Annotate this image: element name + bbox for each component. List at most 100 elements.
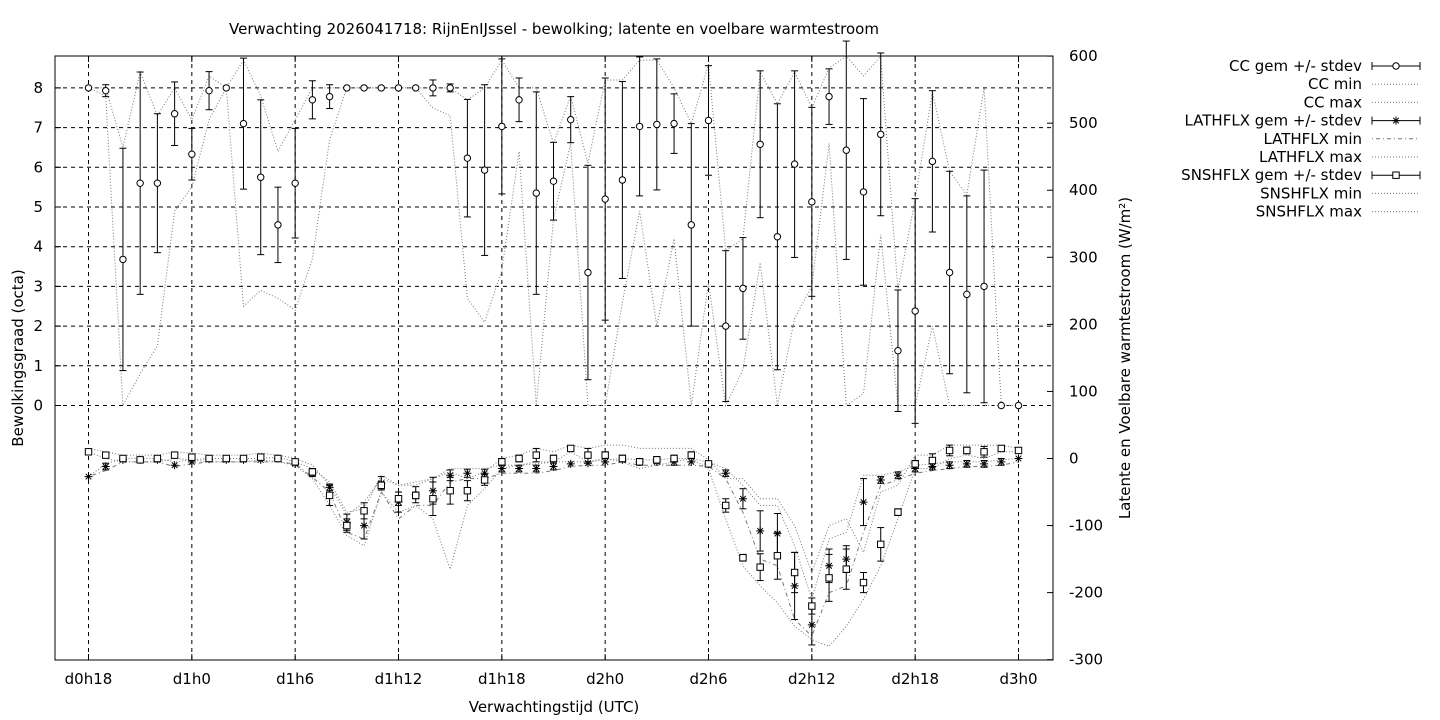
x-tick-label: d1h0 — [173, 670, 211, 688]
y2-tick-label: -200 — [1069, 584, 1103, 602]
snshflx-mean-point — [1014, 446, 1023, 455]
plot-frame — [54, 55, 1054, 661]
cc-mean-point — [911, 307, 919, 315]
snshflx-mean-point — [153, 454, 162, 463]
y2-tick-label: -300 — [1069, 651, 1103, 669]
snshflx-mean-point — [756, 563, 764, 571]
cc-mean-point — [877, 130, 885, 139]
snshflx-mean-point — [377, 481, 385, 490]
snshflx-mean-point — [498, 458, 506, 466]
cc-mean-point — [928, 157, 937, 166]
cc-mean-point — [653, 120, 661, 129]
snshflx-mean-point — [1392, 171, 1400, 179]
x-tick-label: d1h18 — [478, 670, 526, 688]
snshflx-mean-point — [911, 460, 919, 468]
snshflx-mean-point — [532, 451, 540, 459]
snshflx-mean-point — [808, 602, 816, 610]
cc-mean-point — [1392, 62, 1400, 70]
lathflx-mean-point — [446, 471, 455, 480]
lathflx-mean-point — [980, 459, 989, 468]
cc-mean-point — [601, 195, 609, 203]
y-tick-label: 5 — [33, 198, 43, 216]
snshflx-mean-point — [928, 456, 937, 465]
snshflx-mean-point — [394, 495, 403, 503]
lathflx-mean-point — [945, 461, 954, 470]
lathflx-mean-point — [601, 457, 610, 466]
cc-mean-point — [773, 233, 782, 241]
snshflx-mean-point — [446, 486, 454, 495]
lathflx-mean-point — [497, 464, 506, 473]
cc-mean-point — [291, 179, 299, 187]
lathflx-mean-point — [997, 457, 1006, 466]
y2-tick-label: 100 — [1069, 382, 1098, 400]
y-axis-label: Bewolkingsgraad (octa) — [9, 269, 27, 446]
snshflx-mean-point — [773, 552, 782, 560]
series-snshflx-gem-stdev — [84, 444, 1023, 615]
cc-mean-point — [567, 115, 575, 124]
cc-mean-point — [722, 322, 730, 330]
snshflx-mean-point — [222, 454, 230, 463]
y-tick-label: 6 — [33, 158, 43, 176]
lathflx-mean-point — [84, 472, 93, 481]
snshflx-mean-point — [842, 565, 850, 573]
cc-mean-point — [84, 84, 93, 92]
cc-mean-point — [670, 119, 678, 128]
legend-label: LATHFLX min — [1263, 130, 1362, 148]
cc-mean-point — [239, 119, 248, 128]
cc-mean-point — [894, 347, 902, 355]
cc-mean-point — [945, 268, 954, 277]
snshflx-mean-point — [567, 444, 575, 453]
cc-mean-point — [222, 84, 230, 92]
snshflx-mean-point — [239, 454, 248, 463]
legend-label: SNSHFLX min — [1260, 184, 1362, 202]
snshflx-mean-point — [601, 451, 609, 459]
x-tick-label: d2h0 — [586, 670, 624, 688]
x-tick-label: d2h18 — [891, 670, 939, 688]
lathflx-mean-point — [962, 459, 971, 468]
y-tick-label: 3 — [33, 277, 43, 295]
y2-tick-label: -100 — [1069, 517, 1103, 535]
x-tick-label: d1h12 — [375, 670, 423, 688]
lathflx-mean-point — [911, 464, 920, 473]
legend-label: SNSHFLX max — [1256, 203, 1362, 221]
legend-entry: LATHFLX max — [1259, 148, 1420, 166]
snshflx-mean-point — [136, 456, 144, 464]
cc-mean-point — [842, 146, 850, 154]
lathflx-mean-point — [101, 462, 110, 471]
cc-mean-point — [274, 221, 282, 229]
y-tick-label: 1 — [33, 357, 43, 375]
cc-mean-point — [394, 84, 403, 92]
snshflx-mean-point — [119, 454, 127, 463]
snshflx-mean-point — [894, 508, 902, 516]
lathflx-mean-point — [1014, 454, 1023, 463]
snshflx-mean-point — [291, 458, 299, 466]
cc-mean-point — [480, 166, 489, 174]
cc-mean-point — [429, 84, 437, 92]
cc-mean-point — [446, 84, 454, 92]
lathflx-mean-point — [876, 475, 885, 484]
lathflx-mean-point — [187, 457, 196, 466]
cc-mean-point — [102, 86, 110, 95]
series-lathflx-gem-stdev — [84, 454, 1023, 646]
cc-mean-point — [343, 84, 351, 92]
lathflx-mean-point — [756, 526, 765, 535]
cc-mean-point — [205, 86, 213, 95]
snshflx-mean-point — [790, 568, 799, 577]
cc-mean-point — [498, 122, 506, 131]
legend-entry: CC gem +/- stdev — [1229, 57, 1421, 75]
lathflx-mean-point — [480, 469, 489, 478]
snshflx-mean-point — [584, 451, 592, 459]
legend-entry: CC max — [1304, 93, 1420, 111]
legend-label: LATHFLX max — [1259, 148, 1362, 166]
snshflx-mean-point — [325, 491, 334, 500]
y2-axis-label: Latente en Voelbare warmtestroom (W/m²) — [1116, 197, 1134, 519]
snshflx-mean-point — [188, 453, 196, 461]
lathflx-mean-point — [583, 459, 592, 468]
cc-mean-point — [618, 176, 627, 184]
cc-mean-point — [980, 282, 988, 291]
snshflx-mean-point — [429, 495, 437, 503]
y-tick-label: 7 — [33, 119, 43, 137]
snshflx-mean-point — [687, 451, 695, 459]
snshflx-mean-point — [170, 451, 179, 459]
cc-mean-point — [739, 284, 747, 293]
